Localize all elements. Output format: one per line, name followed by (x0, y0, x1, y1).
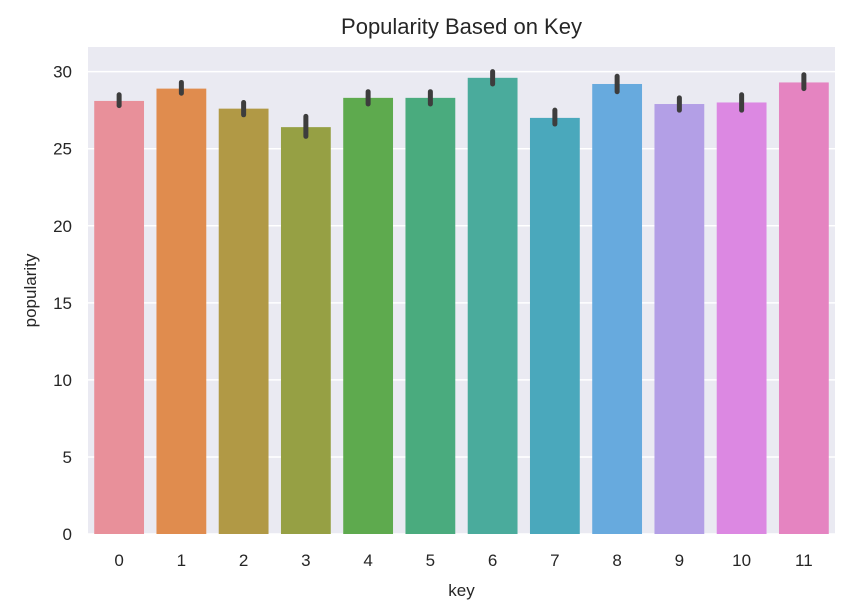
x-tick-label: 1 (177, 551, 186, 570)
y-tick-label: 25 (53, 140, 72, 159)
bar-key-2 (218, 108, 269, 534)
bars (94, 77, 829, 535)
chart-title: Popularity Based on Key (341, 14, 582, 39)
y-tick-labels: 0 5 10 15 20 25 30 (53, 63, 72, 544)
x-tick-label: 2 (239, 551, 248, 570)
x-tick-label: 8 (612, 551, 621, 570)
y-tick-label: 0 (63, 525, 72, 544)
x-tick-label: 9 (675, 551, 684, 570)
bar-key-0 (94, 100, 145, 534)
bar-key-8 (592, 83, 643, 535)
bar-key-4 (343, 97, 394, 534)
x-tick-label: 5 (426, 551, 435, 570)
bar-key-11 (778, 82, 829, 535)
bar-key-7 (529, 117, 580, 535)
x-tick-label: 0 (114, 551, 123, 570)
x-tick-label: 4 (363, 551, 372, 570)
plot-area (88, 47, 835, 534)
error-bars (116, 69, 807, 139)
y-tick-label: 15 (53, 294, 72, 313)
bar-key-6 (467, 77, 518, 534)
y-tick-label: 5 (63, 448, 72, 467)
bar-key-9 (654, 104, 705, 534)
x-axis-label: key (448, 581, 475, 600)
x-tick-label: 11 (795, 551, 813, 570)
gridlines (88, 70, 835, 535)
x-tick-label: 3 (301, 551, 310, 570)
x-tick-label: 7 (550, 551, 559, 570)
bar-key-10 (716, 102, 767, 534)
y-tick-label: 30 (53, 63, 72, 82)
bar-key-1 (156, 88, 207, 535)
bar-key-5 (405, 97, 456, 534)
x-tick-label: 6 (488, 551, 497, 570)
y-tick-label: 20 (53, 217, 72, 236)
x-tick-labels: 0 1 2 3 4 5 6 7 8 9 10 11 (114, 551, 812, 570)
bar-key-3 (280, 127, 331, 534)
y-tick-label: 10 (53, 371, 72, 390)
x-tick-label: 10 (732, 551, 751, 570)
y-axis-label: popularity (21, 253, 40, 327)
